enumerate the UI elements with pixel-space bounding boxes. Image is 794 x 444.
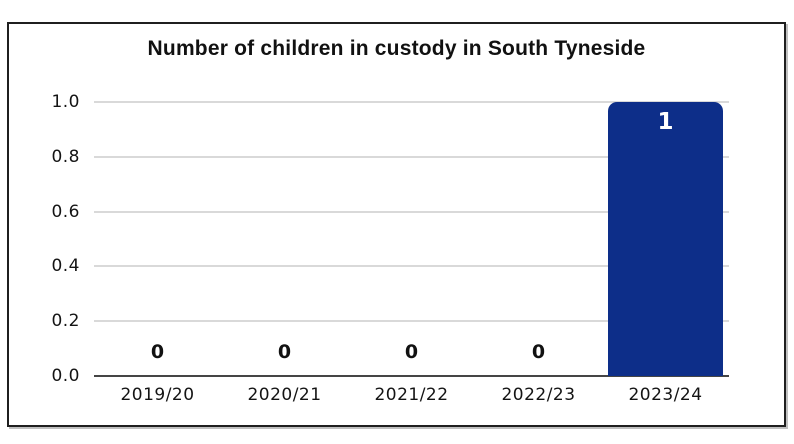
x-axis-line	[94, 375, 729, 377]
y-tick-label: 1.0	[51, 92, 80, 112]
x-tick-label: 2020/21	[247, 385, 322, 405]
x-tick-label: 2021/22	[374, 385, 449, 405]
bar-slot: 0	[94, 102, 221, 376]
bar-value-label: 0	[150, 341, 165, 363]
bar-value-label: 1	[657, 109, 674, 135]
plot-area: 0 0 0 0 1	[94, 101, 729, 377]
y-tick-label: 0.2	[51, 311, 80, 332]
bar-slot: 0	[475, 102, 602, 376]
bar: 1	[608, 102, 723, 376]
y-axis-tick-labels: 0.0 0.2 0.4 0.6 0.8 1.0	[9, 92, 80, 386]
x-tick-label: 2023/24	[628, 385, 703, 405]
bar-value-label: 0	[277, 341, 292, 363]
chart-title: Number of children in custody in South T…	[147, 37, 646, 60]
gridline	[94, 210, 729, 213]
bar-value-label: 0	[531, 341, 546, 363]
x-axis-tick-labels: 2019/20 2020/21 2021/22 2022/23 2023/24	[94, 385, 729, 409]
y-tick-label: 0.4	[51, 256, 80, 277]
bar-slot: 0	[221, 102, 348, 376]
x-tick-label: 2022/23	[501, 385, 576, 405]
gridline	[94, 265, 729, 268]
chart-frame: Number of children in custody in South T…	[7, 22, 786, 427]
gridline	[94, 101, 729, 103]
gridline	[94, 155, 729, 158]
bar-slot: 1	[602, 102, 729, 376]
gridline	[94, 320, 729, 323]
y-tick-label: 0.8	[51, 146, 80, 167]
y-tick-label: 0.6	[51, 201, 80, 222]
bar-value-label: 0	[404, 341, 419, 363]
bar-slot: 0	[348, 102, 475, 376]
x-tick-label: 2019/20	[120, 385, 195, 405]
y-tick-label: 0.0	[51, 366, 80, 386]
